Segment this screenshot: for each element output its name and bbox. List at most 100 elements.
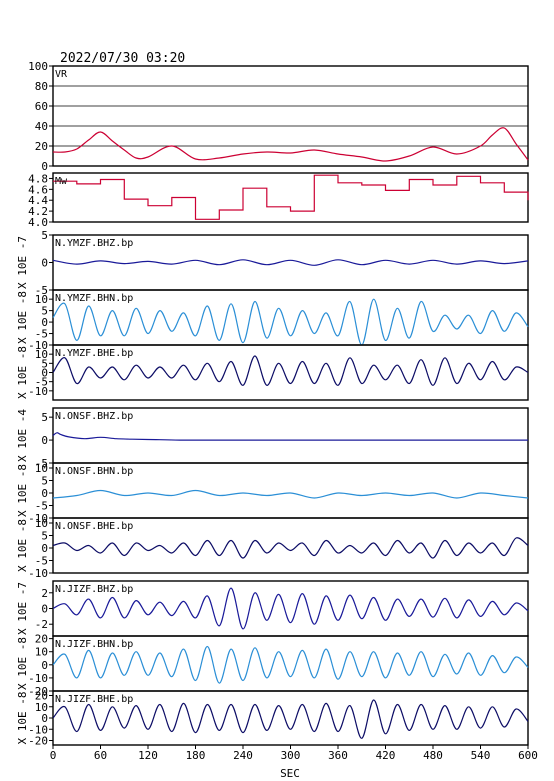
series-line — [52, 127, 529, 162]
panel-6: 5 0 -5 N.ONSF.BHZ.bp X 10E -4 — [16, 407, 529, 470]
y-axis-label: X 10E -8 — [16, 519, 29, 572]
y-tick-label: -20 — [28, 735, 48, 748]
y-tick-label: 5 — [41, 411, 48, 424]
y-axis-label: X 10E -7 — [16, 236, 29, 289]
y-tick-label: 20 — [35, 633, 48, 646]
y-tick-label: 2 — [41, 587, 48, 600]
series-line — [52, 259, 529, 266]
y-tick-label: -20 — [28, 685, 48, 698]
y-tick-label: 10 — [35, 517, 48, 530]
y-tick-label: 0 — [41, 542, 48, 555]
y-tick-label: 10 — [35, 646, 48, 659]
y-tick-label: 100 — [28, 60, 48, 73]
y-tick-label: 10 — [35, 348, 48, 361]
x-tick-label: 240 — [233, 749, 253, 762]
y-tick-label: 5 — [41, 357, 48, 370]
y-tick-label: 4.6 — [28, 183, 48, 196]
panel-label: VR — [55, 69, 68, 80]
x-tick-label: 60 — [94, 749, 107, 762]
y-tick-label: 5 — [41, 530, 48, 543]
panel-frame — [52, 65, 529, 167]
x-axis-label: SEC — [280, 767, 300, 780]
y-tick-label: -5 — [35, 555, 48, 568]
series-line — [52, 587, 529, 630]
y-tick-label: 10 — [35, 701, 48, 714]
y-axis-label: X 10E -8 — [16, 637, 29, 690]
panel-label: Mw — [55, 176, 68, 187]
panel-3: 5 0 -5 N.YMZF.BHZ.bp X 10E -7 — [16, 229, 529, 297]
series-line — [52, 699, 529, 739]
y-tick-label: 0 — [41, 487, 48, 500]
x-tick-label: 480 — [423, 749, 443, 762]
x-tick-label: 300 — [281, 749, 301, 762]
y-tick-label: 4.2 — [28, 205, 48, 218]
y-tick-label: 0 — [41, 712, 48, 725]
x-axis: 0 60 120 180 240 300 360 420 480 540 600 — [50, 745, 538, 762]
y-tick-label: -5 — [35, 328, 48, 341]
y-tick-label: -10 — [28, 672, 48, 685]
y-tick-label: -2 — [35, 618, 48, 631]
series-line — [52, 489, 529, 499]
y-axis-label: X 10E -8 — [16, 692, 29, 745]
y-tick-label: 0 — [41, 316, 48, 329]
panel-label: N.ONSF.BHE.bp — [55, 521, 133, 532]
panel-label: N.JIZF.BHN.bp — [55, 639, 133, 650]
series-line — [53, 174, 529, 220]
y-tick-label: 5 — [41, 305, 48, 318]
y-tick-label: 20 — [35, 140, 48, 153]
y-tick-label: 4.4 — [28, 194, 48, 207]
y-tick-label: 80 — [35, 80, 48, 93]
y-tick-label: 0 — [41, 603, 48, 616]
y-tick-label: -5 — [35, 457, 48, 470]
x-tick-label: 0 — [50, 749, 57, 762]
y-tick-label: 5 — [41, 475, 48, 488]
y-axis-label: X 10E -7 — [16, 582, 29, 635]
panel-2: 4.84.64.44.24.0 Mw — [28, 172, 529, 229]
y-tick-label: 0 — [41, 659, 48, 672]
chart-title: 2022/07/30 03:20 — [60, 51, 185, 66]
y-tick-label: 10 — [35, 293, 48, 306]
series-line — [52, 355, 529, 386]
y-axis-label: X 10E -8 — [16, 291, 29, 344]
panel-label: N.ONSF.BHZ.bp — [55, 411, 133, 422]
x-tick-label: 180 — [186, 749, 206, 762]
y-tick-label: 20 — [35, 690, 48, 703]
y-tick-label: 5 — [41, 229, 48, 242]
x-tick-label: 420 — [376, 749, 396, 762]
y-tick-label: -5 — [35, 284, 48, 297]
series-line — [52, 537, 529, 559]
y-tick-label: -5 — [35, 376, 48, 389]
y-tick-label: -10 — [28, 512, 48, 525]
y-tick-label: 40 — [35, 120, 48, 133]
panel-9: 2 0 -2 N.JIZF.BHZ.bp X 10E -7 — [16, 580, 529, 637]
y-tick-label: 0 — [41, 434, 48, 447]
x-tick-label: 120 — [138, 749, 158, 762]
series-line — [52, 645, 529, 684]
y-tick-label: 10 — [35, 462, 48, 475]
series-line — [52, 298, 529, 346]
panel-label: N.YMZF.BHE.bp — [55, 348, 133, 359]
y-tick-label: 0 — [41, 160, 48, 173]
y-axis-label: X 10E -8 — [16, 464, 29, 517]
panel-label: N.YMZF.BHZ.bp — [55, 238, 133, 249]
panel-label: N.JIZF.BHZ.bp — [55, 584, 133, 595]
panel-label: N.YMZF.BHN.bp — [55, 293, 133, 304]
y-tick-label: 4.8 — [28, 172, 48, 185]
x-tick-label: 540 — [471, 749, 491, 762]
panels-group: 100806040200VR4.84.64.44.24.0Mw50-5N.YMZ… — [16, 60, 529, 748]
x-tick-label: 600 — [518, 749, 538, 762]
y-axis-label: X 10E -4 — [16, 409, 29, 462]
panel-label: N.JIZF.BHE.bp — [55, 694, 133, 705]
y-axis-label: X 10E -8 — [16, 346, 29, 399]
y-tick-label: 60 — [35, 100, 48, 113]
x-tick-label: 360 — [328, 749, 348, 762]
y-tick-label: -5 — [35, 500, 48, 513]
panel-label: N.ONSF.BHN.bp — [55, 466, 133, 477]
